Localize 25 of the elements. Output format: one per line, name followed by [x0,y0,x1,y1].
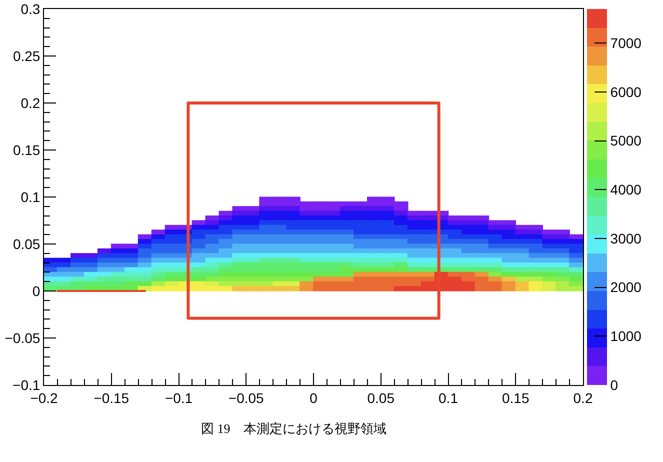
y-tick-label: 0.3 [20,0,40,17]
y-tick-label: 0.2 [20,94,40,111]
x-tick-label: 0 [310,390,318,406]
x-tick-label: −0.1 [164,390,193,406]
color-bar-label: 3000 [610,230,642,246]
caption: 図 19 本測定における視野領域 [201,421,386,436]
x-tick-label: 0.05 [367,390,395,406]
y-tick-label: 0.1 [20,188,40,205]
x-tick-label: −0.15 [94,390,130,406]
color-bar-label: 2000 [610,279,642,296]
color-bar-label: 4000 [610,182,642,198]
y-tick-label: 0.25 [12,48,40,64]
y-tick-label: −0.05 [4,330,40,346]
color-bar-label: 7000 [610,35,642,52]
x-tick-label: 0.1 [438,390,458,406]
color-bar-label: 6000 [610,84,642,100]
y-tick-label: 0.05 [12,236,40,252]
y-tick-label: 0 [32,282,40,299]
color-bar-label: 1000 [610,328,642,344]
x-tick-label: 0.2 [573,390,593,406]
color-bar-label: 0 [610,376,618,393]
x-tick-label: −0.05 [228,390,264,406]
x-tick-label: 0.15 [502,390,530,406]
y-tick-label: 0.15 [12,142,40,158]
color-bar-label: 5000 [610,132,642,149]
